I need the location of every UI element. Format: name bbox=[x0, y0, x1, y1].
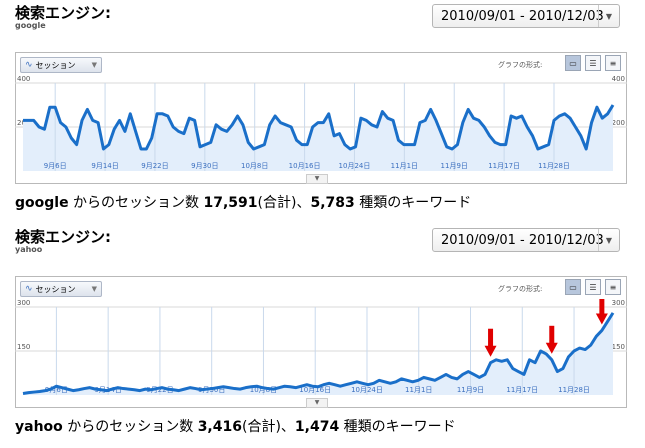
graph-format-table-button[interactable]: ☰ bbox=[585, 55, 601, 71]
x-tick-label: 10月16日 bbox=[289, 162, 321, 170]
x-tick-label: 11月9日 bbox=[441, 162, 468, 170]
summary-mid: (合計)、 bbox=[241, 419, 295, 435]
x-tick-label: 11月17日 bbox=[488, 162, 520, 170]
series-line bbox=[23, 104, 615, 151]
date-range-text: 2010/09/01 - 2010/12/03 bbox=[441, 9, 604, 24]
line-chart-icon: ∿ bbox=[25, 284, 33, 294]
graph-format-chart-button[interactable]: ▭ bbox=[565, 279, 581, 295]
x-tick-label: 9月6日 bbox=[45, 386, 68, 394]
summary-engine: yahoo bbox=[15, 419, 63, 435]
x-tick-label: 9月6日 bbox=[44, 162, 67, 170]
graph-format-chart-button[interactable]: ▭ bbox=[565, 55, 581, 71]
graph-format-label: グラフの形式: bbox=[498, 285, 543, 293]
summary-text: yahoo からのセッション数 3,416(合計)、1,474 種類のキーワード bbox=[15, 416, 456, 436]
series-line bbox=[22, 312, 615, 396]
summary-pre: からのセッション数 bbox=[73, 195, 200, 211]
summary-pre: からのセッション数 bbox=[67, 419, 194, 435]
x-tick-label: 11月1日 bbox=[391, 162, 418, 170]
sessions-chart: 4004002002009月6日9月14日9月22日9月30日10月8日10月1… bbox=[15, 75, 627, 171]
graph-format-table-button[interactable]: ☰ bbox=[585, 279, 601, 295]
x-tick-label: 11月1日 bbox=[405, 386, 432, 394]
y-tick-label: 400 bbox=[17, 75, 30, 83]
line-chart-icon: ∿ bbox=[25, 60, 33, 70]
x-tick-label: 9月14日 bbox=[91, 162, 118, 170]
panel-title: 検索エンジン: bbox=[15, 228, 111, 246]
y-tick-label: 150 bbox=[612, 343, 625, 351]
metric-selector[interactable]: ∿ セッション ▼ bbox=[20, 57, 102, 73]
graph-format-label: グラフの形式: bbox=[498, 61, 543, 69]
red-arrow-annotation bbox=[484, 328, 497, 357]
x-tick-label: 10月8日 bbox=[241, 162, 268, 170]
summary-sessions: 3,416 bbox=[197, 419, 242, 435]
summary-post: 種類のキーワード bbox=[343, 419, 456, 435]
y-tick-label: 400 bbox=[612, 75, 625, 83]
x-tick-label: 11月17日 bbox=[506, 386, 538, 394]
engine-label: yahoo bbox=[15, 245, 43, 254]
x-tick-label: 10月24日 bbox=[339, 162, 371, 170]
chevron-down-icon: ▼ bbox=[91, 285, 97, 293]
graph-format-list-button[interactable]: ≡ bbox=[605, 55, 621, 71]
panel-title: 検索エンジン: bbox=[15, 4, 111, 22]
x-tick-label: 9月30日 bbox=[191, 162, 218, 170]
search-engine-panel: 検索エンジン: yahoo 2010/09/01 - 2010/12/03 ▼ … bbox=[0, 224, 645, 448]
chevron-down-icon: ▼ bbox=[91, 61, 97, 69]
x-tick-label: 10月16日 bbox=[299, 386, 331, 394]
x-tick-label: 11月28日 bbox=[538, 162, 570, 170]
summary-text: google からのセッション数 17,591(合計)、5,783 種類のキーワ… bbox=[15, 192, 471, 212]
x-tick-label: 9月22日 bbox=[141, 162, 168, 170]
date-range-picker[interactable]: 2010/09/01 - 2010/12/03 ▼ bbox=[432, 228, 620, 252]
x-tick-label: 9月22日 bbox=[146, 386, 173, 394]
summary-mid: (合計)、 bbox=[257, 195, 311, 211]
collapse-toggle[interactable]: ▼ bbox=[306, 398, 328, 408]
x-tick-label: 11月9日 bbox=[457, 386, 484, 394]
metric-selector-label: セッション bbox=[35, 284, 76, 294]
x-tick-label: 11月28日 bbox=[558, 386, 590, 394]
summary-keywords: 1,474 bbox=[294, 419, 340, 435]
y-tick-label: 150 bbox=[17, 343, 30, 351]
chevron-down-icon[interactable]: ▼ bbox=[598, 5, 619, 27]
x-tick-label: 10月8日 bbox=[250, 386, 277, 394]
series-area bbox=[23, 312, 613, 395]
red-arrow-annotation bbox=[545, 325, 558, 354]
summary-sessions: 17,591 bbox=[203, 195, 258, 211]
date-range-picker[interactable]: 2010/09/01 - 2010/12/03 ▼ bbox=[432, 4, 620, 28]
x-tick-label: 10月24日 bbox=[351, 386, 383, 394]
summary-keywords: 5,783 bbox=[310, 195, 355, 211]
metric-selector-label: セッション bbox=[35, 60, 76, 70]
y-tick-label: 200 bbox=[612, 119, 625, 127]
summary-post: 種類のキーワード bbox=[359, 195, 472, 211]
chevron-down-icon[interactable]: ▼ bbox=[598, 229, 619, 251]
metric-selector[interactable]: ∿ セッション ▼ bbox=[20, 281, 102, 297]
red-arrow-annotation bbox=[595, 299, 608, 325]
summary-engine: google bbox=[15, 195, 69, 211]
engine-label: google bbox=[15, 21, 46, 30]
collapse-toggle[interactable]: ▼ bbox=[306, 174, 328, 184]
graph-format-list-button[interactable]: ≡ bbox=[605, 279, 621, 295]
date-range-text: 2010/09/01 - 2010/12/03 bbox=[441, 233, 604, 248]
search-engine-panel: 検索エンジン: google 2010/09/01 - 2010/12/03 ▼… bbox=[15, 4, 627, 212]
y-tick-label: 300 bbox=[17, 299, 30, 307]
y-tick-label: 300 bbox=[612, 299, 625, 307]
